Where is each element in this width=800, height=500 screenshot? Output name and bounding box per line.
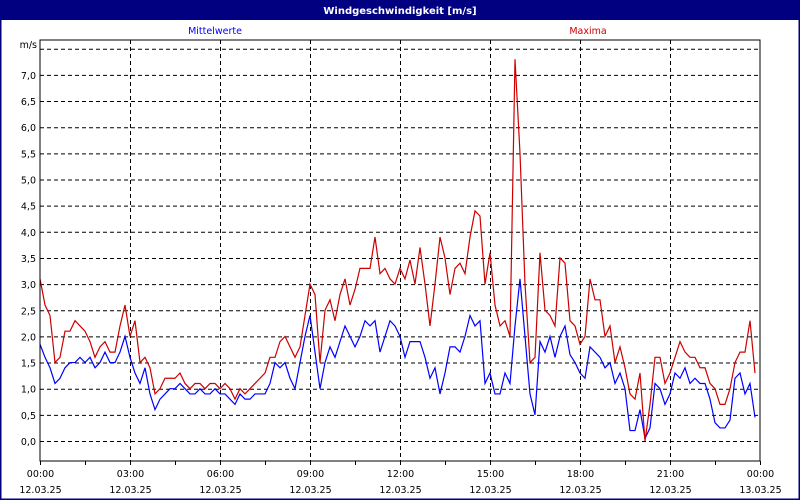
y-tick-label: 4,5 <box>21 202 36 213</box>
x-tick-time: 03:00 <box>117 469 144 480</box>
y-tick-label: 2,0 <box>21 332 36 343</box>
y-tick-label: 5,5 <box>21 149 36 160</box>
x-tick-time: 06:00 <box>207 469 234 480</box>
x-tick-time: 12:00 <box>387 469 414 480</box>
y-tick-label: 7,0 <box>21 71 36 82</box>
y-tick-label: 2,5 <box>21 306 36 317</box>
x-tick-date: 12.03.25 <box>109 485 151 496</box>
x-tick-time: 18:00 <box>567 469 594 480</box>
x-tick-date: 12.03.25 <box>649 485 691 496</box>
axis-ticks: 0,0 0,5 1,0 1,5 2,0 2,5 3,0 3,5 4,0 4,5 5,0 5,5 6,0 6… <box>19 71 781 496</box>
legend-maxima: Maxima <box>569 26 606 37</box>
y-tick-label: 0,0 <box>21 437 36 448</box>
y-tick-label: 3,0 <box>21 280 36 291</box>
x-tick-date: 12.03.25 <box>19 485 61 496</box>
series-line-maxima <box>39 59 756 442</box>
x-tick-time: 15:00 <box>477 469 504 480</box>
grid <box>40 40 760 461</box>
y-tick-label: 3,5 <box>21 254 36 265</box>
y-tick-label: 1,5 <box>21 359 36 370</box>
y-axis-unit: m/s <box>20 40 37 51</box>
title-bar <box>0 0 800 20</box>
plot-frame <box>39 39 761 462</box>
x-tick-time: 21:00 <box>657 469 684 480</box>
y-tick-label: 4,0 <box>21 228 36 239</box>
x-tick-date: 13.03.25 <box>739 485 781 496</box>
chart-title: Windgeschwindigkeit [m/s] <box>323 6 476 17</box>
x-tick-date: 12.03.25 <box>379 485 421 496</box>
x-tick-date: 12.03.25 <box>289 485 331 496</box>
series-lines <box>39 59 756 442</box>
y-tick-label: 0,5 <box>21 411 36 422</box>
x-tick-time: 00:00 <box>747 469 774 480</box>
y-tick-label: 6,0 <box>21 123 36 134</box>
y-tick-label: 5,0 <box>21 176 36 187</box>
legend-mittelwerte: Mittelwerte <box>188 26 242 37</box>
x-tick-date: 12.03.25 <box>199 485 241 496</box>
series-line-mittelwerte <box>39 278 756 441</box>
x-tick-time: 09:00 <box>297 469 324 480</box>
x-tick-date: 12.03.25 <box>469 485 511 496</box>
x-tick-date: 12.03.25 <box>559 485 601 496</box>
y-tick-label: 1,0 <box>21 385 36 396</box>
y-tick-label: 6,5 <box>21 97 36 108</box>
x-tick-time: 00:00 <box>27 469 54 480</box>
